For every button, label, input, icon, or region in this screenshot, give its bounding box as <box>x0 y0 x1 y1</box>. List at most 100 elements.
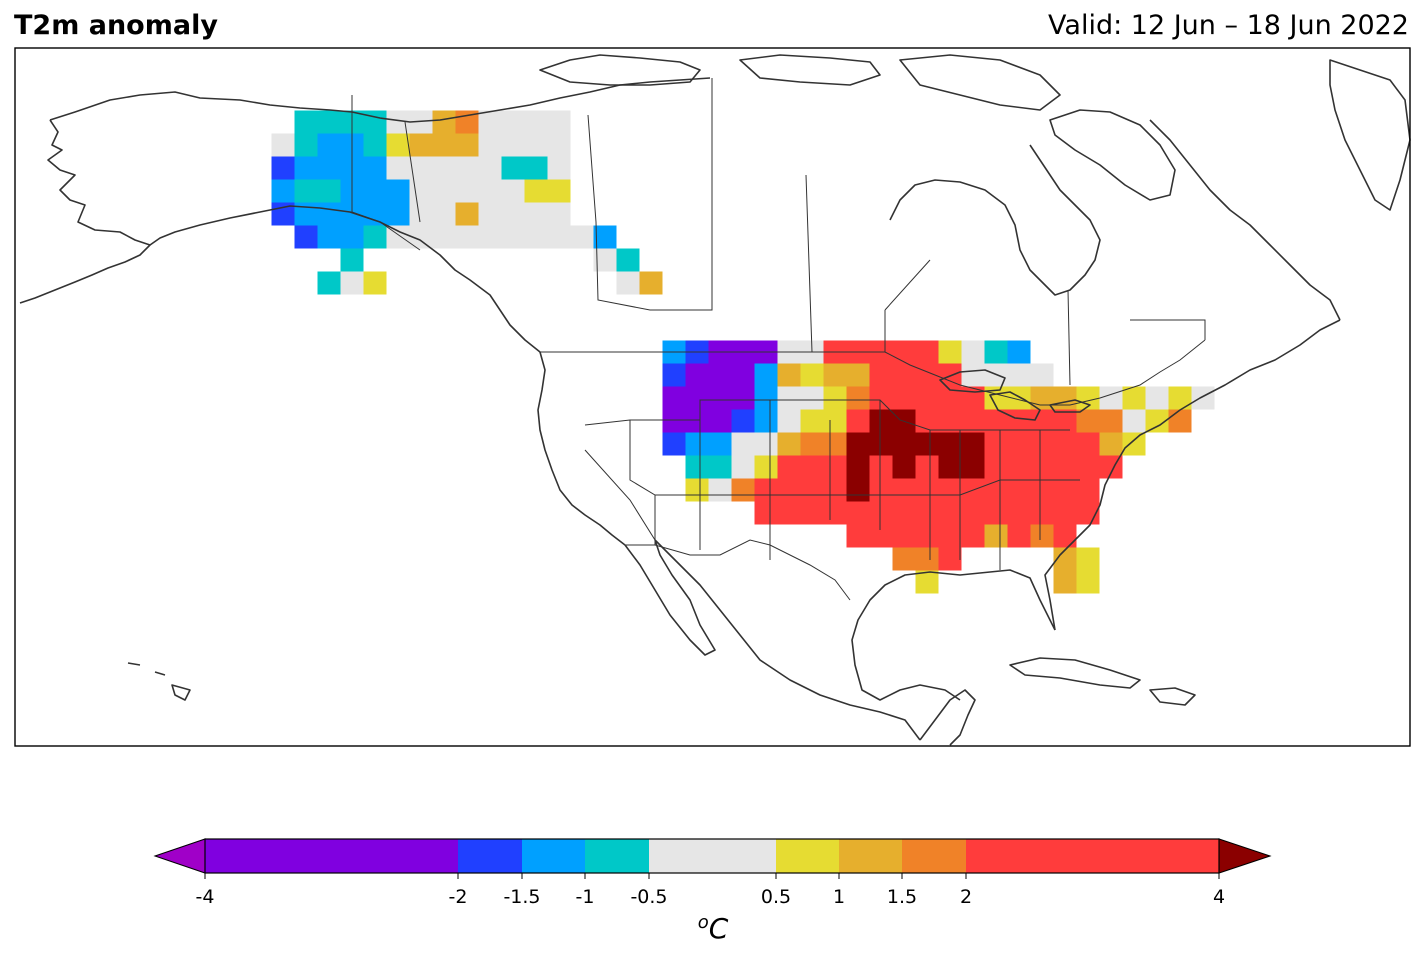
grid-cell <box>915 478 939 502</box>
grid-cell <box>961 340 985 364</box>
grid-cell <box>547 156 571 180</box>
grid-cell <box>294 225 318 249</box>
grid-cell <box>294 133 318 157</box>
anomaly-grid-cells <box>271 110 1215 594</box>
grid-cell <box>662 386 686 410</box>
grid-cell <box>846 501 870 525</box>
grid-cell <box>340 202 364 226</box>
grid-cell <box>294 156 318 180</box>
grid-cell <box>524 179 548 203</box>
grid-cell <box>961 432 985 456</box>
grid-cell <box>800 455 824 479</box>
grid-cell <box>455 133 479 157</box>
grid-cell <box>984 455 1008 479</box>
grid-cell <box>386 202 410 226</box>
grid-cell <box>685 409 709 433</box>
grid-cell <box>892 547 916 571</box>
grid-cell <box>478 133 502 157</box>
grid-cell <box>455 156 479 180</box>
grid-cell <box>524 110 548 134</box>
grid-cell <box>1030 409 1054 433</box>
grid-cell <box>1053 524 1077 548</box>
grid-cell <box>938 340 962 364</box>
grid-cell <box>984 524 1008 548</box>
grid-cell <box>961 524 985 548</box>
grid-cell <box>1053 570 1077 594</box>
grid-cell <box>731 478 755 502</box>
grid-cell <box>938 501 962 525</box>
grid-cell <box>1191 386 1215 410</box>
coastline-labrador <box>1149 119 1341 321</box>
grid-cell <box>823 432 847 456</box>
grid-cell <box>386 133 410 157</box>
colorbar-unit-label: oC <box>698 912 729 945</box>
grid-cell <box>1007 340 1031 364</box>
grid-cell <box>547 179 571 203</box>
grid-cell <box>846 409 870 433</box>
grid-cell <box>662 363 686 387</box>
unit-base: C <box>709 912 729 945</box>
grid-cell <box>432 179 456 203</box>
grid-cell <box>455 225 479 249</box>
grid-cell <box>869 432 893 456</box>
grid-cell <box>708 432 732 456</box>
grid-cell <box>823 501 847 525</box>
grid-cell <box>363 225 387 249</box>
grid-cell <box>409 202 433 226</box>
grid-cell <box>432 110 456 134</box>
grid-cell <box>892 386 916 410</box>
grid-cell <box>386 110 410 134</box>
grid-cell <box>915 340 939 364</box>
grid-cell <box>1053 478 1077 502</box>
grid-cell <box>340 225 364 249</box>
grid-cell <box>869 478 893 502</box>
colorbar-tick-label: -2 <box>449 886 468 908</box>
grid-cell <box>317 110 341 134</box>
grid-cell <box>455 179 479 203</box>
grid-cell <box>915 501 939 525</box>
grid-cell <box>409 179 433 203</box>
grid-cell <box>800 432 824 456</box>
grid-cell <box>478 225 502 249</box>
grid-cell <box>386 156 410 180</box>
grid-cell <box>432 133 456 157</box>
grid-cell <box>1007 363 1031 387</box>
grid-cell <box>731 432 755 456</box>
grid-cell <box>938 409 962 433</box>
grid-cell <box>892 455 916 479</box>
grid-cell <box>547 202 571 226</box>
grid-cell <box>823 409 847 433</box>
grid-cell <box>1007 386 1031 410</box>
grid-cell <box>340 271 364 295</box>
grid-cell <box>823 455 847 479</box>
grid-cell <box>1099 432 1123 456</box>
grid-cell <box>685 386 709 410</box>
grid-cell <box>478 179 502 203</box>
grid-cell <box>386 179 410 203</box>
grid-cell <box>1099 409 1123 433</box>
coastline-arctic-islands-3 <box>899 54 1061 111</box>
coastline-alaska-north <box>49 91 353 121</box>
grid-cell <box>1076 432 1100 456</box>
border-us-states <box>584 399 1080 570</box>
colorbar-tick-label: 1.5 <box>887 886 917 908</box>
coastline-yucatan <box>919 689 976 746</box>
grid-cell <box>1030 432 1054 456</box>
grid-cell <box>731 363 755 387</box>
grid-cell <box>317 271 341 295</box>
grid-cell <box>1030 363 1054 387</box>
coastline-greenland <box>1329 59 1411 211</box>
grid-cell <box>294 110 318 134</box>
grid-cell <box>1076 409 1100 433</box>
coastline-baffin <box>1049 109 1176 201</box>
coastline-alaska-peninsula <box>19 244 151 304</box>
grid-cell <box>869 455 893 479</box>
grid-cell <box>317 156 341 180</box>
grid-cell <box>1030 524 1054 548</box>
grid-cell <box>616 248 640 272</box>
grid-cell <box>892 501 916 525</box>
grid-cell <box>800 386 824 410</box>
grid-cell <box>754 432 778 456</box>
grid-cell <box>340 248 364 272</box>
grid-cell <box>1030 455 1054 479</box>
